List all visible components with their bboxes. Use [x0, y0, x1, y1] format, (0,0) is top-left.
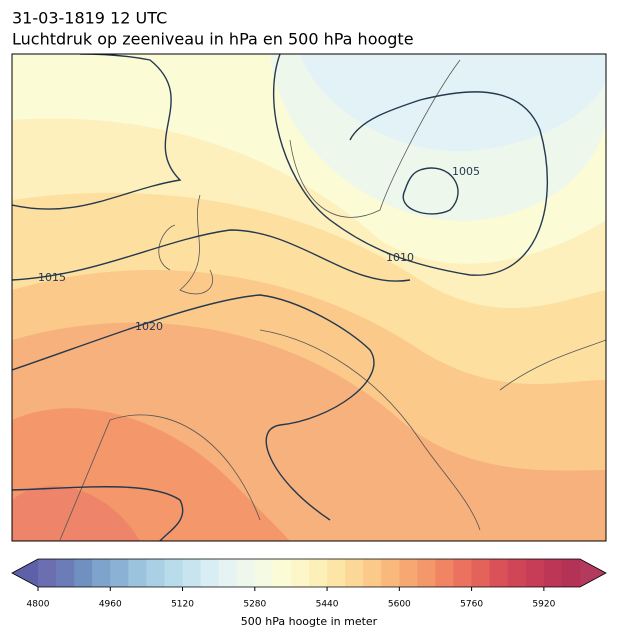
subtitle: Luchtdruk op zeeniveau in hPa en 500 hPa…	[12, 30, 414, 49]
colorbar-over	[580, 559, 606, 587]
colorbar-segment	[525, 559, 545, 587]
colorbar-segment	[254, 559, 274, 587]
colorbar-tick-label: 4960	[99, 600, 122, 610]
colorbar-segment	[507, 559, 527, 587]
colorbar-outline	[11, 558, 607, 588]
colorbar-segment	[128, 559, 147, 587]
colorbar-segment	[417, 559, 436, 587]
contour-label: 1010	[386, 251, 414, 264]
colorbar-segment	[399, 559, 418, 587]
colorbar-segment	[471, 559, 491, 587]
colorbar-segment	[561, 559, 581, 587]
colorbar-segment	[92, 559, 111, 587]
colorbar-segment	[453, 559, 473, 587]
colorbar-segment	[182, 559, 202, 587]
colorbar-segment	[110, 559, 129, 587]
colorbar-segment	[38, 559, 57, 587]
colorbar-segment	[236, 559, 256, 587]
contour-label: 1015	[38, 271, 66, 284]
colorbar-segment	[218, 559, 238, 587]
colorbar-segment	[489, 559, 509, 587]
contour-label: 1020	[135, 320, 163, 333]
colorbar-segment	[381, 559, 400, 587]
title: 31-03-1819 12 UTC	[12, 9, 167, 28]
colorbar-segment	[363, 559, 382, 587]
colorbar-segment	[435, 559, 455, 587]
colorbar-tick-label: 4800	[27, 600, 50, 610]
colorbar-segment	[327, 559, 346, 587]
colorbar-segment	[74, 559, 93, 587]
colorbar-tick-label: 5440	[316, 600, 339, 610]
map-frame	[11, 53, 607, 542]
colorbar-tick-label: 5280	[243, 600, 266, 610]
colorbar-under	[12, 559, 38, 587]
colorbar-tick-label: 5600	[388, 600, 411, 610]
map: 1005 1010 1015 1020	[12, 54, 606, 541]
colorbar-segment	[543, 559, 563, 587]
colorbar-segment	[309, 559, 328, 587]
colorbar: 4800 4960 5120 5280 5440 5600 5760 5920	[11, 558, 607, 610]
colorbar-segment	[146, 559, 165, 587]
colorbar-segment	[272, 559, 292, 587]
colorbar-segment	[56, 559, 75, 587]
colorbar-segment	[345, 559, 364, 587]
colorbar-segment	[290, 559, 310, 587]
colorbar-segment	[164, 559, 184, 587]
colorbar-tick-label: 5920	[532, 600, 555, 610]
colorbar-label: 500 hPa hoogte in meter	[241, 615, 378, 628]
contour-label: 1005	[452, 165, 480, 178]
colorbar-segment	[200, 559, 220, 587]
colorbar-tick-label: 5120	[171, 600, 194, 610]
colorbar-tick-label: 5760	[460, 600, 483, 610]
